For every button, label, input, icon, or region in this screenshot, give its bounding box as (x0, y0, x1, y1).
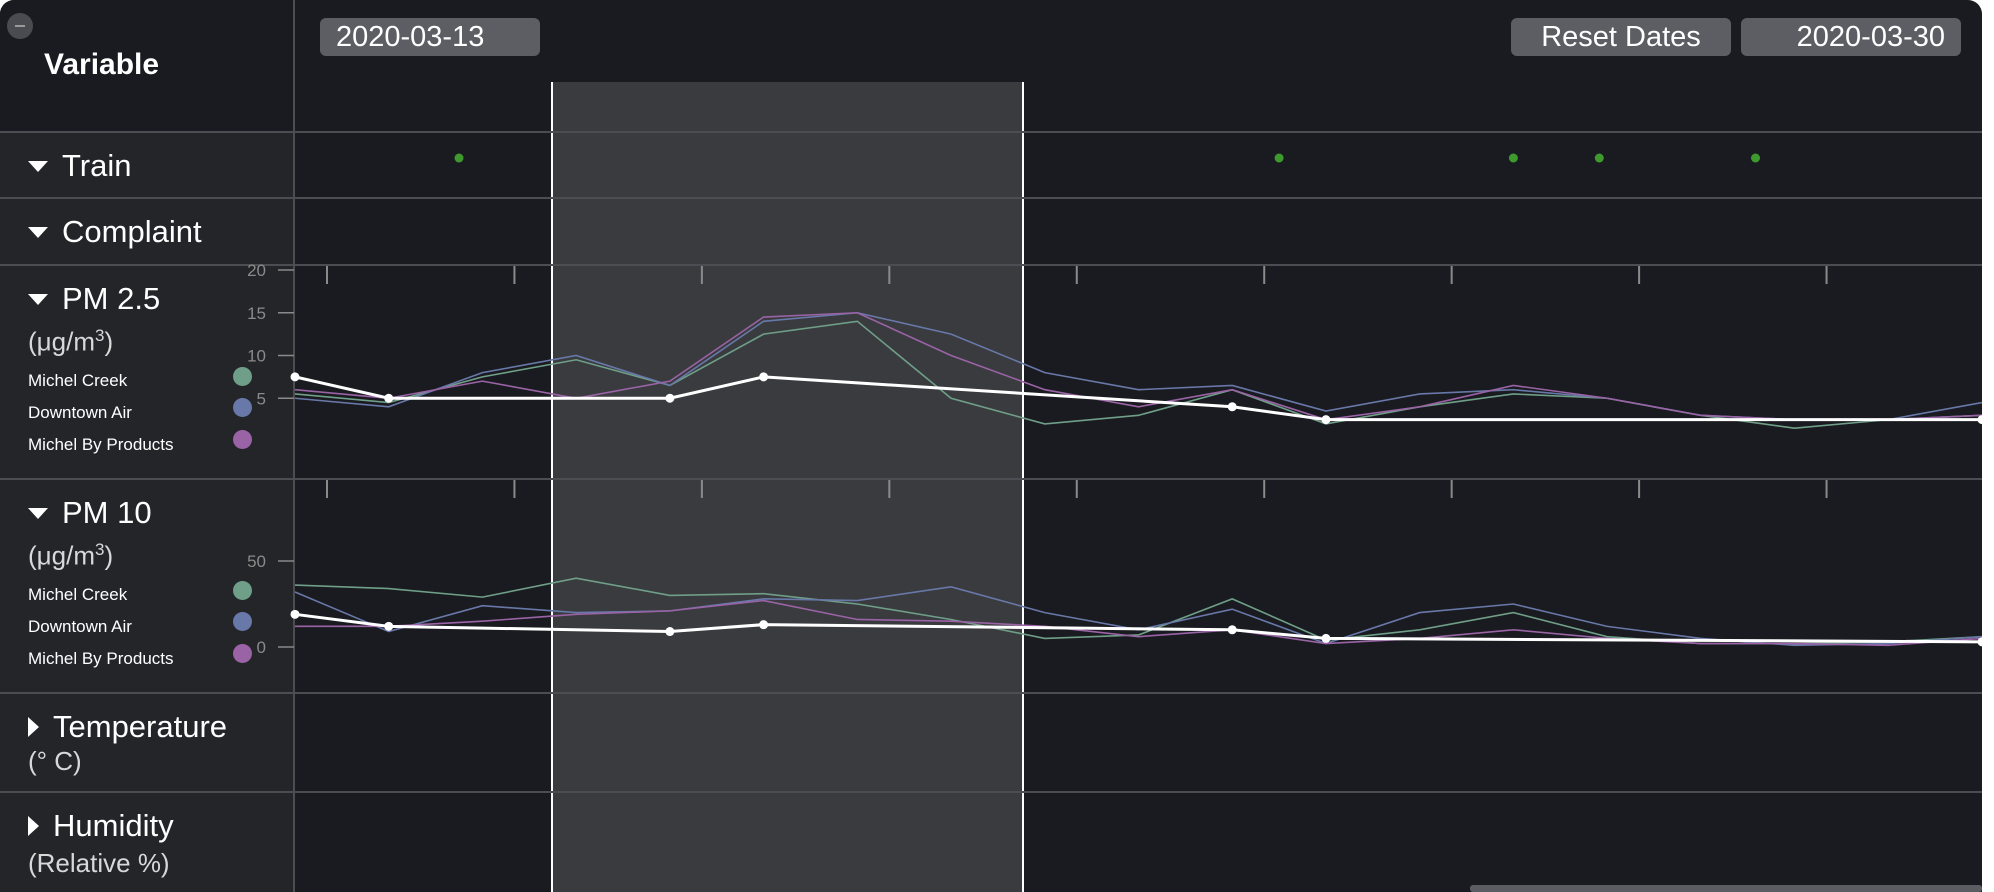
series-line (295, 599, 1982, 647)
caret-down-icon (28, 293, 48, 305)
series-line (294, 311, 1982, 421)
average-point (759, 620, 769, 630)
average-point (290, 609, 300, 619)
caret-down-icon (28, 160, 48, 172)
variable-header-panel (0, 0, 294, 132)
legend-dot-michel-by-products[interactable] (233, 644, 252, 663)
legend-dot-downtown-air[interactable] (233, 398, 252, 417)
row-toggle-humidity[interactable]: Humidity (28, 808, 174, 844)
y-tick-label: 10 (247, 347, 266, 366)
row-toggle-temperature[interactable]: Temperature (28, 709, 227, 745)
legend-label-pm10: Downtown Air (28, 617, 132, 636)
average-point (1977, 415, 1982, 425)
row-label-pm25: PM 2.5 (62, 281, 161, 316)
row-label-humidity: Humidity (53, 808, 174, 843)
legend-dot-michel-creek[interactable] (233, 367, 252, 386)
train-event-dot (1751, 153, 1761, 163)
row-divider (0, 478, 1982, 480)
legend-label-pm10: Michel By Products (28, 649, 174, 668)
average-point (665, 627, 675, 637)
y-tick-label: 0 (257, 638, 266, 657)
row-label-train: Train (62, 148, 132, 183)
caret-right-icon (28, 816, 39, 836)
caret-down-icon (28, 226, 48, 238)
row-toggle-complaint[interactable]: Complaint (28, 214, 202, 250)
series-line (294, 320, 1982, 429)
unit-temperature: (° C) (28, 746, 82, 776)
legend-label-pm10: Michel Creek (28, 585, 128, 604)
train-event-dot (454, 153, 464, 163)
average-point (759, 372, 769, 382)
variable-column-title: Variable (44, 48, 160, 81)
row-label-complaint: Complaint (62, 214, 202, 249)
train-event-dot (1594, 153, 1604, 163)
row-divider (0, 131, 1982, 133)
average-point (384, 621, 394, 631)
unit-pm10: (μg/m3) (28, 540, 114, 571)
legend-label-pm25: Michel By Products (28, 435, 174, 454)
row-divider (0, 692, 1982, 694)
average-point (1977, 637, 1982, 647)
average-point (290, 372, 300, 382)
legend-dot-michel-creek[interactable] (233, 581, 252, 600)
legend-label-pm25: Downtown Air (28, 403, 132, 422)
row-toggle-pm10[interactable]: PM 10 (28, 495, 152, 531)
train-event-dot (1508, 153, 1518, 163)
y-tick-label: 20 (247, 261, 266, 280)
unit-pm25: (μg/m3) (28, 326, 114, 357)
caret-down-icon (28, 507, 48, 519)
unit-humidity: (Relative %) (28, 848, 170, 878)
row-divider (0, 197, 1982, 199)
minus-icon (15, 25, 25, 27)
train-event-dot (1274, 153, 1284, 163)
y-tick-label: 15 (247, 304, 266, 323)
window-close-button[interactable] (7, 13, 33, 39)
row-divider (0, 791, 1982, 793)
average-line (294, 375, 1982, 422)
legend-dot-downtown-air[interactable] (233, 612, 252, 631)
average-point (665, 393, 675, 403)
average-point (384, 393, 394, 403)
column-divider (293, 0, 295, 892)
average-point (1321, 415, 1331, 425)
row-label-pm10: PM 10 (62, 495, 152, 530)
legend-dot-michel-by-products[interactable] (233, 430, 252, 449)
y-tick-label: 5 (257, 389, 266, 408)
average-line (294, 612, 1982, 644)
horizontal-scrollbar[interactable] (1470, 885, 1982, 892)
y-tick-label: 50 (247, 552, 266, 571)
average-point (1321, 633, 1331, 643)
row-label-temperature: Temperature (53, 709, 228, 744)
series-line (294, 311, 1982, 421)
row-toggle-train[interactable]: Train (28, 148, 131, 184)
date-range-brush[interactable] (551, 82, 1024, 892)
legend-label-pm25: Michel Creek (28, 371, 128, 390)
row-divider (0, 264, 1982, 266)
reset-dates-button[interactable]: Reset Dates (1511, 18, 1731, 56)
row-toggle-pm25[interactable]: PM 2.5 (28, 281, 160, 317)
average-point (1227, 625, 1237, 635)
average-point (1227, 402, 1237, 412)
end-date-input[interactable]: 2020-03-30 (1741, 18, 1961, 56)
start-date-input[interactable]: 2020-03-13 (320, 18, 540, 56)
variable-list-panel (0, 132, 294, 892)
caret-right-icon (28, 717, 39, 737)
